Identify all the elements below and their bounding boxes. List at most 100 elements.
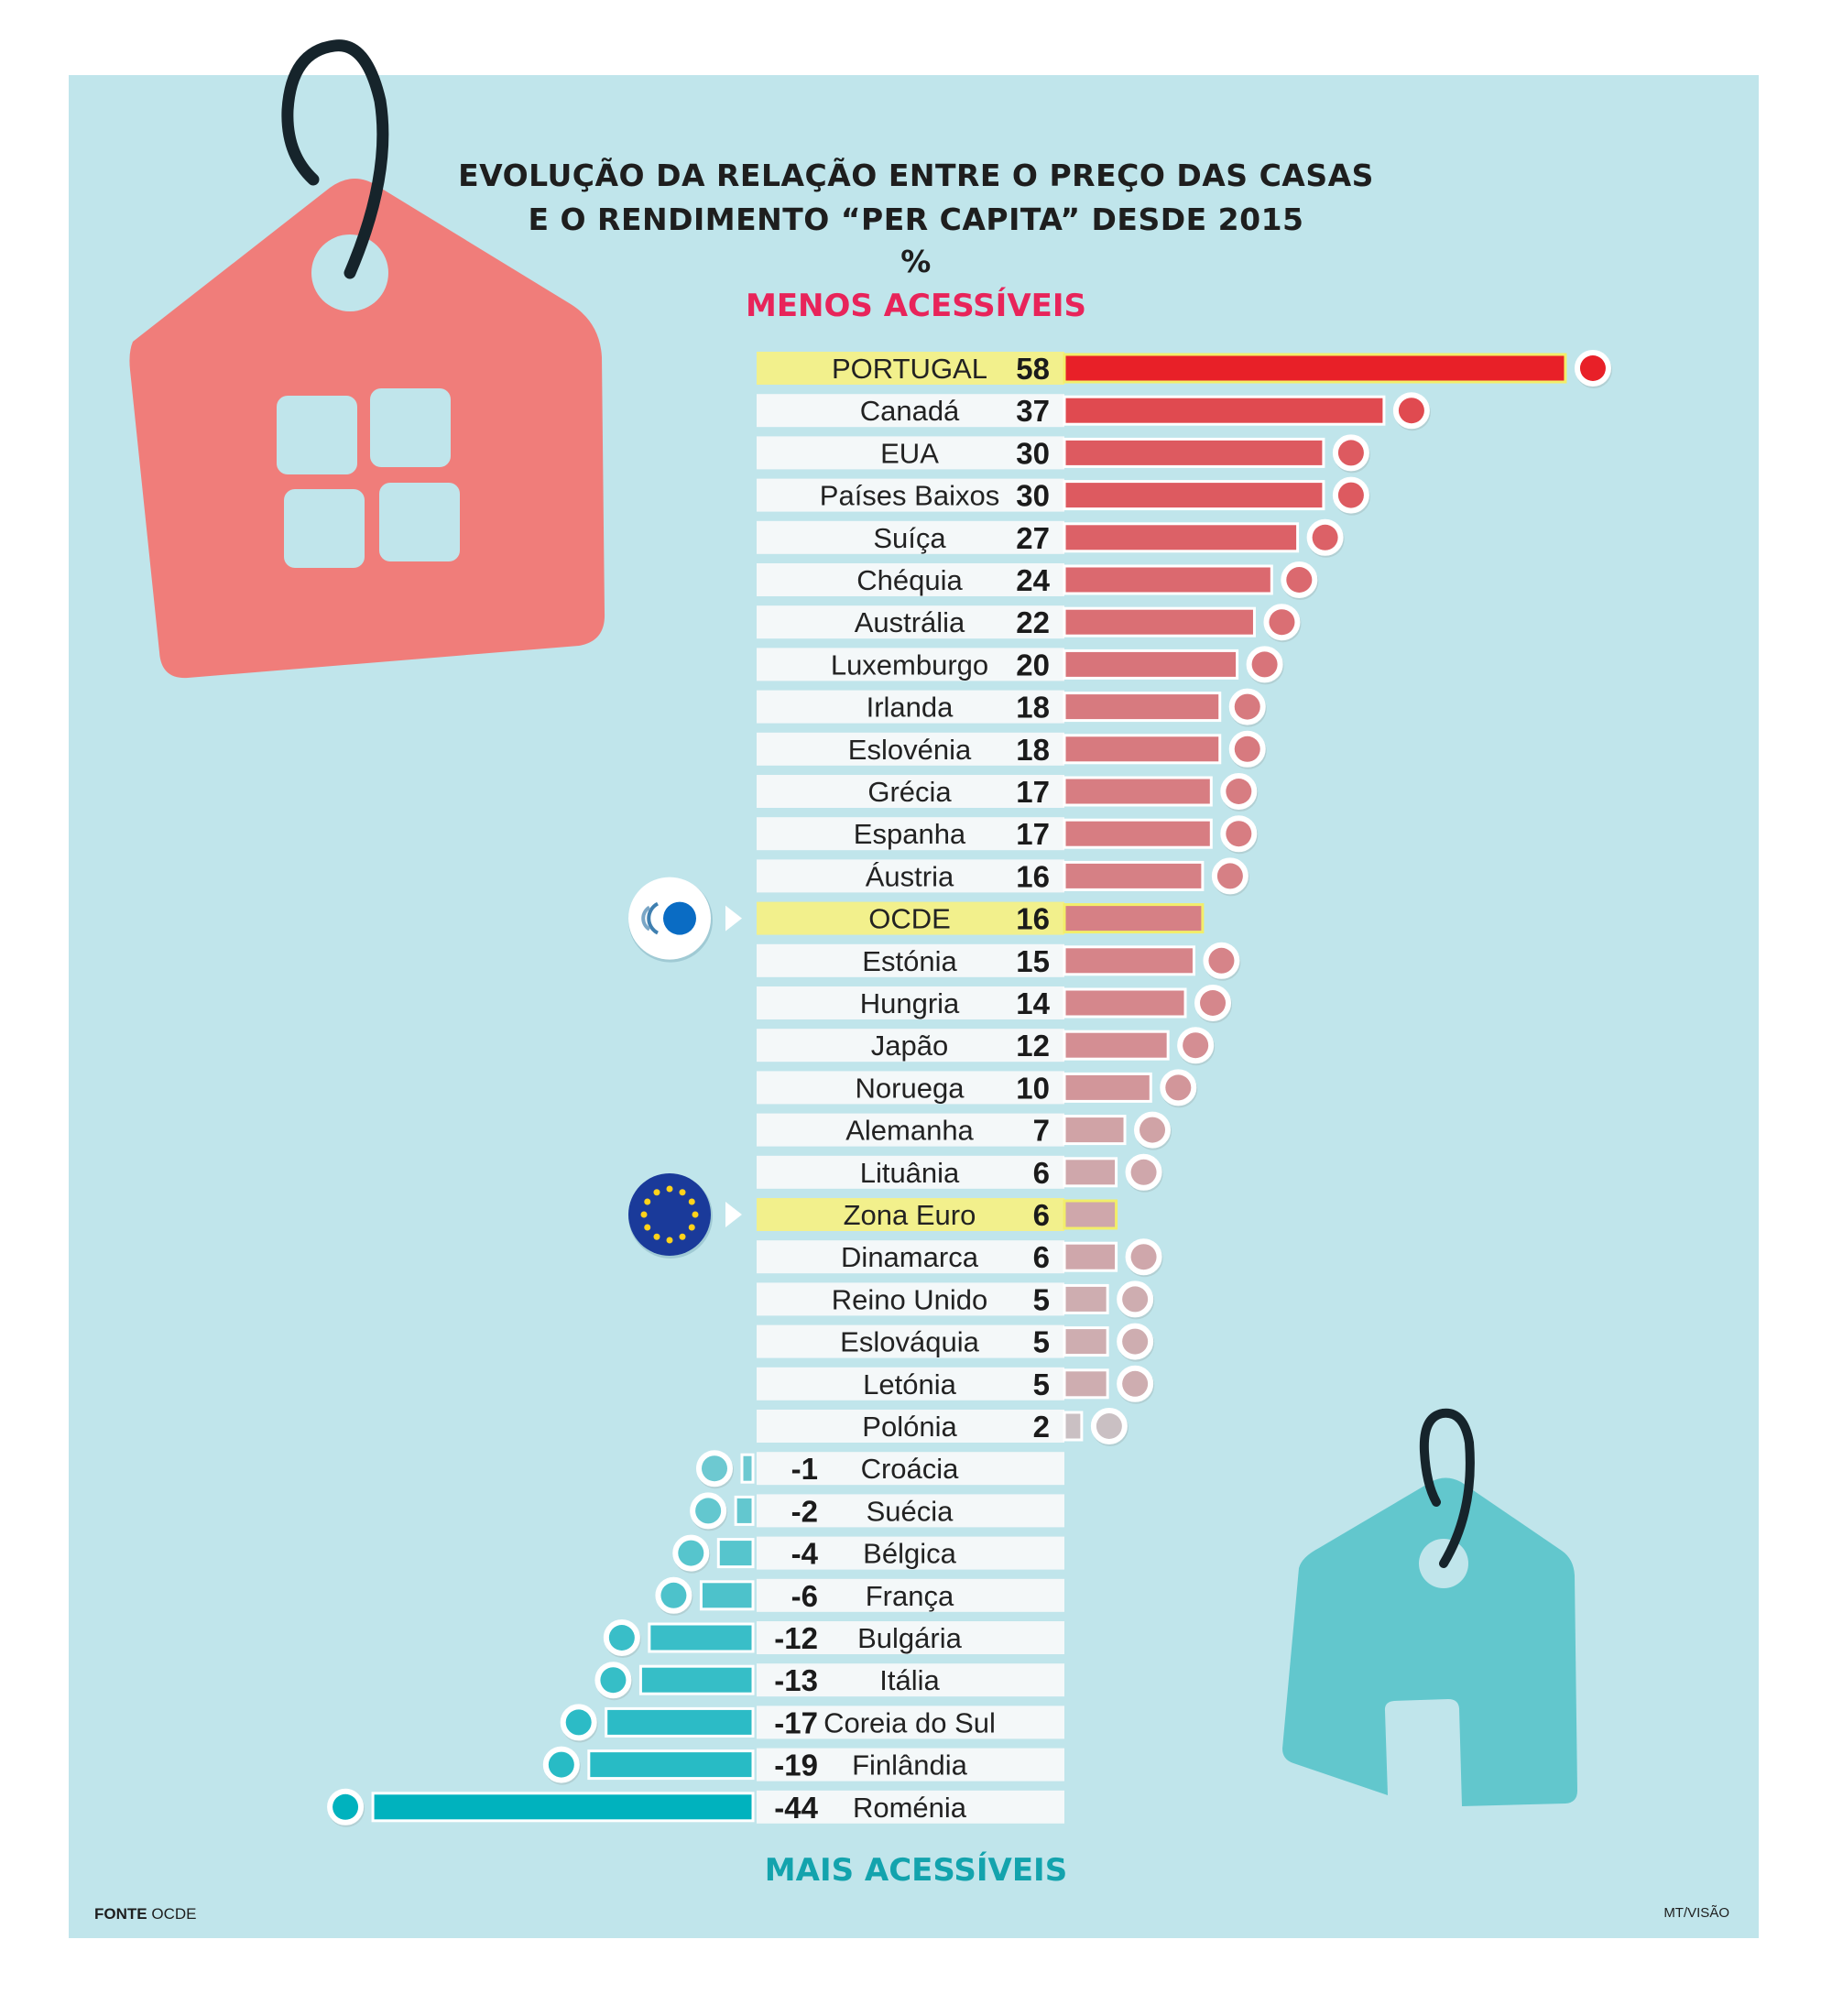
value-label: 5 (1033, 1368, 1050, 1401)
flag-icon (1117, 1365, 1155, 1404)
bar (734, 1495, 755, 1526)
row-background (757, 1663, 1064, 1697)
flag-icon (696, 1450, 734, 1489)
value-label: 37 (1016, 394, 1050, 428)
category-label: França (866, 1580, 954, 1612)
chart-title-line-1: EVOLUÇÃO DA RELAÇÃO ENTRE O PREÇO DAS CA… (458, 158, 1374, 193)
flag-icon (1332, 434, 1370, 474)
value-label: 17 (1016, 817, 1050, 851)
bar (1063, 522, 1300, 553)
flag-icon (560, 1704, 598, 1743)
value-label: 15 (1016, 944, 1050, 978)
bar (1063, 1283, 1109, 1314)
credit-note: MT/VISÃO (1663, 1905, 1729, 1921)
bar (1063, 903, 1205, 934)
value-label: 12 (1016, 1029, 1050, 1062)
flag-icon (1574, 350, 1612, 388)
value-label: 30 (1016, 436, 1050, 470)
category-label: Luxemburgo (831, 648, 988, 681)
flag-icon (1125, 1238, 1163, 1278)
bar (1063, 734, 1222, 765)
value-label: 6 (1033, 1156, 1050, 1190)
category-label: Alemanha (845, 1115, 974, 1147)
bar (605, 1706, 755, 1738)
row-background (757, 1071, 1064, 1105)
value-label: -4 (791, 1537, 819, 1571)
category-label: Irlanda (867, 692, 954, 724)
row-background (757, 1536, 1064, 1570)
value-label: -1 (791, 1452, 818, 1486)
bar (1063, 1368, 1109, 1400)
bar (1063, 818, 1213, 849)
category-label: Espanha (854, 818, 966, 850)
row-background (757, 1748, 1064, 1782)
value-label: -44 (774, 1791, 818, 1825)
category-label: Eslováquia (840, 1326, 979, 1358)
category-label: Noruega (856, 1072, 965, 1104)
category-label: Polónia (862, 1411, 957, 1443)
value-label: 5 (1033, 1325, 1050, 1359)
value-label: 24 (1016, 563, 1050, 597)
category-label: Letónia (863, 1368, 956, 1400)
value-label: 10 (1016, 1071, 1050, 1105)
value-label: -13 (774, 1663, 818, 1697)
category-label: Itália (879, 1664, 940, 1696)
row-background (757, 1113, 1064, 1147)
flag-icon (1306, 518, 1345, 558)
bar (699, 1580, 755, 1611)
flag-icon (1263, 604, 1302, 643)
row-background (757, 605, 1064, 639)
bar (638, 1664, 755, 1695)
category-label: Finlândia (852, 1749, 968, 1782)
bar (1063, 437, 1325, 468)
value-label: 17 (1016, 775, 1050, 809)
value-label: 20 (1016, 648, 1050, 681)
category-label: Lituânia (860, 1157, 960, 1189)
flag-icon (690, 1492, 728, 1531)
bar (740, 1453, 755, 1484)
chart-unit: % (900, 244, 932, 279)
row-background (757, 1367, 1064, 1400)
flag-icon (1220, 815, 1259, 855)
category-label: Croácia (861, 1453, 960, 1485)
bar (371, 1792, 755, 1823)
bar (587, 1749, 755, 1781)
flag-icon (1228, 730, 1267, 769)
flag-icon (1090, 1408, 1129, 1446)
category-label: Estónia (862, 945, 957, 977)
flag-icon (594, 1662, 633, 1701)
row-background (757, 1240, 1064, 1274)
bar (1063, 1115, 1127, 1146)
less-affordable-label: MENOS ACESSÍVEIS (745, 288, 1086, 324)
flag-icon (1332, 476, 1370, 516)
flag-icon (1228, 688, 1267, 727)
category-label: Zona Euro (844, 1199, 976, 1231)
bar (716, 1538, 755, 1569)
value-label: 7 (1033, 1114, 1050, 1148)
category-label: Áustria (866, 860, 954, 892)
row-background (757, 478, 1064, 512)
category-label: Suíça (873, 522, 946, 554)
flag-icon (1203, 942, 1241, 981)
row-background (757, 436, 1064, 470)
bar (1063, 1411, 1084, 1442)
row-background (757, 1029, 1064, 1062)
value-label: -2 (791, 1494, 818, 1528)
value-label: 14 (1016, 986, 1050, 1020)
row-background (757, 775, 1064, 808)
flag-icon (542, 1746, 581, 1785)
flag-icon (327, 1788, 365, 1827)
category-label: PORTUGAL (832, 353, 987, 385)
flag-icon (1392, 392, 1431, 431)
bar (1063, 564, 1273, 595)
row-background (757, 1705, 1064, 1739)
value-label: 16 (1016, 859, 1050, 893)
category-label: Suécia (867, 1495, 954, 1527)
bar (1063, 987, 1187, 1019)
oecd-logo-icon (628, 877, 742, 963)
value-label: 27 (1016, 521, 1050, 555)
value-label: -17 (774, 1705, 818, 1739)
flag-icon (1125, 1153, 1163, 1193)
flag-icon (1281, 561, 1319, 600)
